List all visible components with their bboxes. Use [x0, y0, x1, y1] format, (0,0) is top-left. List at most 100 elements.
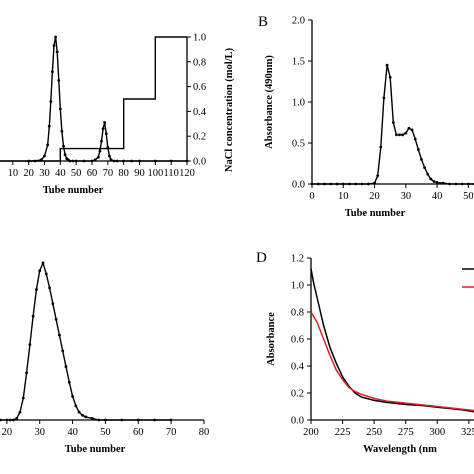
data-point-c-0	[48, 286, 51, 290]
data-point-c-0	[74, 404, 78, 408]
series-line-b-0	[312, 64, 474, 185]
data-point-c-0	[28, 343, 32, 346]
data-point-b-0	[376, 174, 380, 178]
x-tick-label-a: 50	[71, 168, 82, 179]
x-tick-label-b: 30	[401, 191, 412, 202]
x-tick-label-a: 80	[118, 168, 129, 179]
data-point-c-0	[31, 314, 35, 318]
data-point-a-0	[63, 153, 67, 157]
x-tick-label-d: 325	[461, 427, 474, 438]
data-point-c-0	[81, 413, 84, 417]
data-point-c-0	[136, 418, 140, 422]
data-point-b-0	[391, 121, 395, 124]
y-tick-label-d: 0.4	[291, 362, 305, 373]
x-tick-label-d: 275	[398, 427, 414, 438]
data-point-b-0	[348, 182, 351, 186]
data-point-b-0	[316, 182, 320, 186]
series-line-d-1	[310, 311, 474, 412]
y-tick-label-b: 0.0	[292, 180, 305, 191]
x-tick-label-b: 0	[309, 191, 314, 202]
data-point-a-0	[54, 35, 57, 39]
data-point-a-0	[62, 144, 65, 148]
series-line-a-1	[0, 36, 187, 162]
data-point-a-0	[108, 154, 111, 158]
data-point-c-0	[51, 302, 55, 306]
y-tick-label-b: 1.5	[292, 57, 305, 68]
y2-axis-label-a: NaCl concentration (mol/L)	[224, 47, 235, 172]
data-point-a-0	[101, 127, 105, 131]
data-point-c-0	[5, 418, 9, 422]
y-tick-label-d: 1.0	[291, 281, 304, 292]
data-point-a-0	[71, 159, 75, 163]
y2-tick-label-a: 0.0	[193, 157, 206, 168]
y-tick-label-d: 0.6	[291, 335, 304, 346]
y2-tick-label-a: 0.6	[193, 82, 206, 93]
data-point-b-0	[379, 145, 383, 149]
y-tick-label-d: 1.2	[291, 254, 304, 265]
data-point-c-0	[90, 417, 94, 420]
data-point-c-0	[54, 318, 58, 321]
data-point-b-0	[404, 131, 408, 135]
x-tick-label-a: 60	[87, 168, 98, 179]
x-axis-label-d: Wavelength (nm	[363, 444, 437, 455]
x-axis-label-c: Tube number	[65, 444, 126, 455]
y2-tick-label-a: 1.0	[193, 33, 206, 44]
x-tick-label-c: 20	[2, 427, 13, 438]
data-point-a-0	[96, 155, 100, 159]
data-point-c-0	[169, 418, 173, 422]
data-point-b-0	[385, 63, 389, 67]
y-tick-label-d: 0.0	[291, 416, 304, 427]
data-point-a-0	[43, 154, 46, 158]
x-tick-label-a: 110	[163, 168, 178, 179]
x-axis-label-b: Tube number	[345, 208, 406, 219]
data-point-c-0	[35, 288, 38, 291]
series-line-d-0	[310, 268, 474, 413]
data-point-c-0	[8, 418, 12, 422]
data-point-a-0	[51, 70, 54, 74]
data-point-a-0	[52, 44, 56, 48]
data-point-a-0	[90, 159, 94, 163]
data-point-a-0	[112, 159, 116, 163]
x-tick-label-c: 70	[166, 427, 177, 438]
x-tick-label-c: 60	[133, 427, 144, 438]
x-tick-label-a: 30	[39, 168, 50, 179]
y-tick-label-b: 2.0	[292, 16, 305, 27]
data-point-a-0	[49, 100, 53, 103]
y-tick-label-d: 0.2	[291, 389, 304, 400]
data-point-a-0	[115, 159, 119, 163]
x-tick-label-c: 50	[100, 427, 111, 438]
data-point-b-0	[395, 133, 398, 137]
data-point-a-0	[130, 159, 133, 163]
data-point-c-0	[21, 396, 25, 400]
data-point-c-0	[12, 418, 15, 422]
x-tick-label-a: 90	[134, 168, 145, 179]
data-point-a-0	[60, 129, 64, 133]
data-point-b-0	[410, 128, 414, 132]
data-point-a-0	[122, 159, 126, 163]
data-point-c-0	[18, 410, 22, 414]
data-point-c-0	[71, 395, 74, 398]
data-point-a-0	[98, 149, 102, 153]
x-tick-label-a: 120	[179, 168, 195, 179]
data-point-b-0	[413, 137, 417, 141]
data-point-c-0	[25, 371, 28, 375]
data-point-b-0	[432, 180, 436, 183]
data-point-c-0	[77, 410, 81, 414]
data-point-b-0	[310, 182, 314, 186]
x-tick-label-a: 40	[55, 168, 66, 179]
y-tick-label-b: 1.0	[292, 98, 305, 109]
data-point-a-0	[55, 50, 59, 54]
y-tick-label-b: 0.5	[292, 139, 305, 150]
x-tick-label-c: 30	[34, 427, 45, 438]
data-point-c-0	[41, 261, 45, 265]
y2-tick-label-a: 0.4	[193, 107, 207, 118]
x-tick-label-c: 40	[67, 427, 78, 438]
data-point-b-0	[466, 182, 470, 186]
data-point-b-0	[366, 182, 370, 186]
data-point-b-0	[335, 182, 339, 186]
data-point-a-0	[103, 121, 107, 124]
panel-letter-d: D	[256, 250, 267, 266]
data-point-b-0	[354, 182, 358, 186]
data-point-c-0	[64, 365, 68, 368]
